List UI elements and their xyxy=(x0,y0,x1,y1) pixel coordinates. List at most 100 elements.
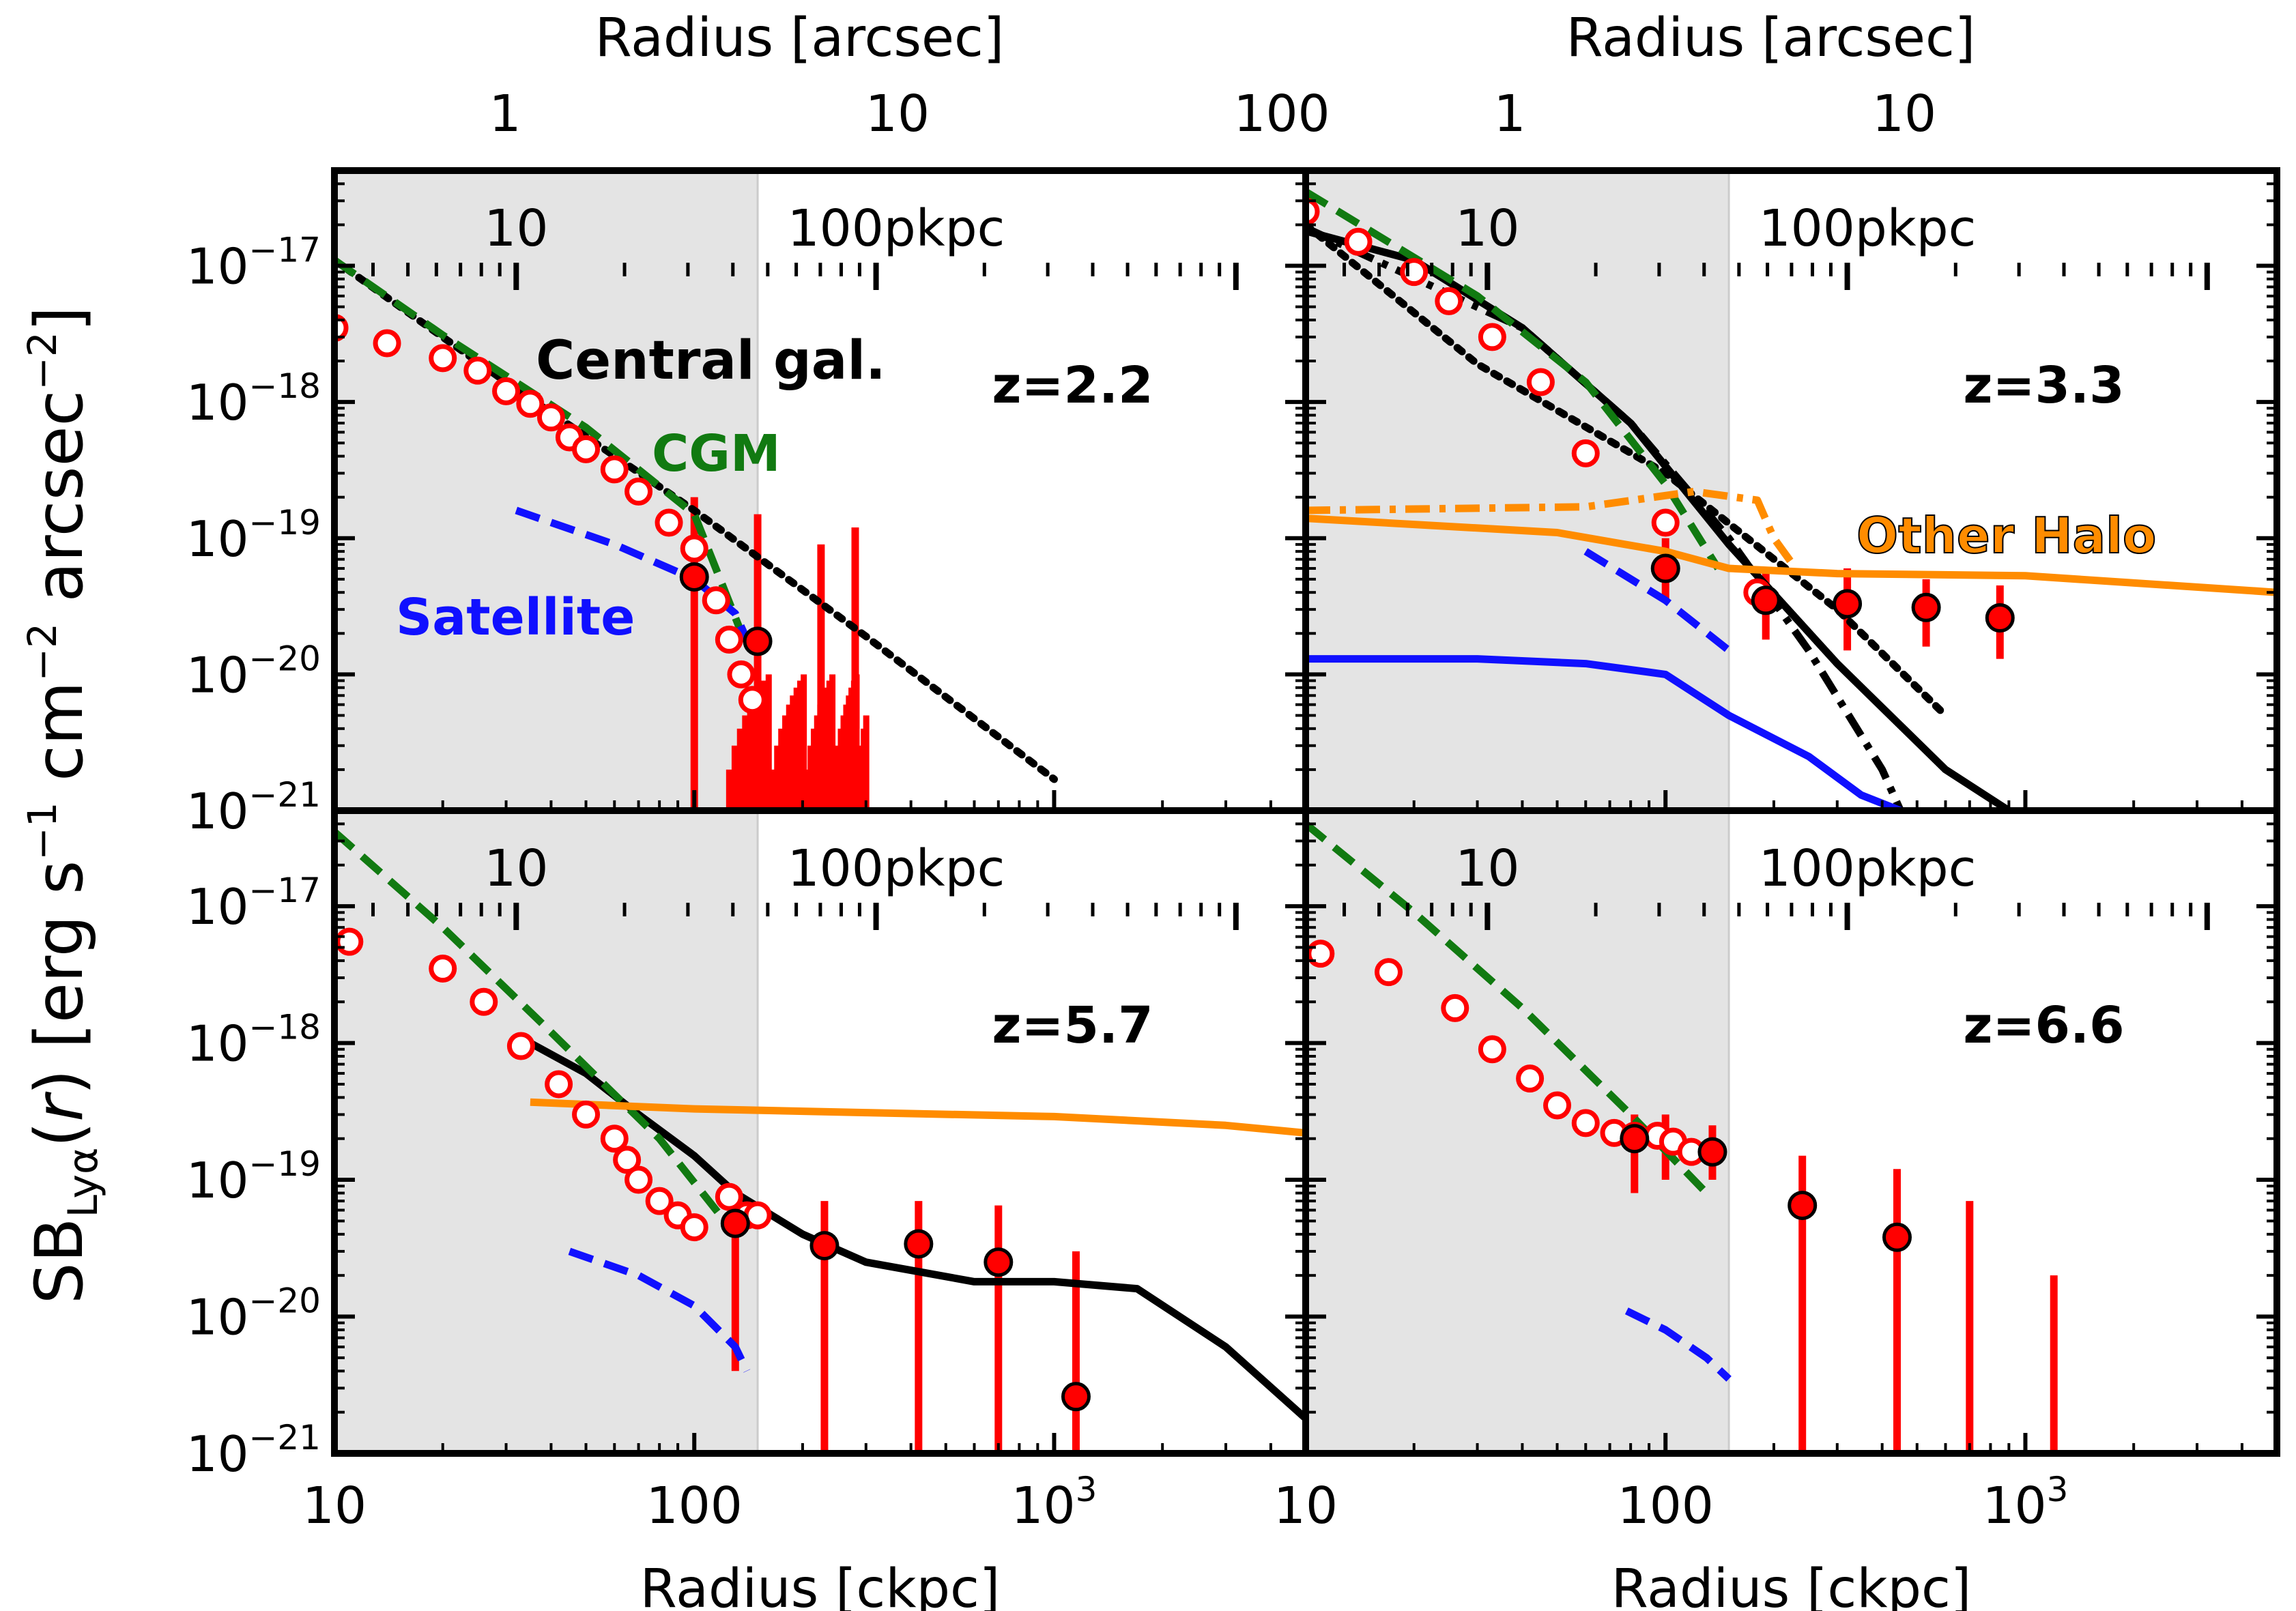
y-tick-label: 10−20 xyxy=(186,1281,321,1346)
x-axis-label: Radius [ckpc] xyxy=(640,1558,1001,1611)
top-tick-label: 10 xyxy=(1872,85,1936,143)
shaded-region xyxy=(1306,171,1730,811)
data-point-open xyxy=(715,1182,743,1211)
pkpc-label-100: 100pkpc xyxy=(1759,199,1977,258)
y-label-open: ( xyxy=(21,1122,98,1147)
plot-area xyxy=(334,828,1306,1453)
y-label-sub: Lyα xyxy=(59,1147,107,1217)
data-point-filled xyxy=(1751,585,1781,615)
data-point-open xyxy=(463,356,492,385)
data-point-filled xyxy=(984,1247,1014,1277)
data-point-open xyxy=(545,1070,573,1099)
data-point-open xyxy=(1516,1064,1545,1093)
annotation-satellite: Satellite xyxy=(396,588,635,647)
y-label-exp3: −2 xyxy=(19,332,66,390)
data-point-open xyxy=(1441,993,1469,1022)
data-point-open xyxy=(727,660,756,688)
series-line xyxy=(1306,514,2277,596)
redshift-label: z=5.7 xyxy=(992,996,1153,1055)
series-line xyxy=(334,256,1058,783)
panel-z5-7: 10 100pkpcz=5.710−1710−1810−1910−2010−211… xyxy=(186,807,1309,1611)
series-line xyxy=(1306,487,1799,571)
series-line xyxy=(1306,224,1904,811)
data-point-open xyxy=(645,1187,674,1215)
data-point-open xyxy=(1571,439,1600,467)
y-label-cm: cm xyxy=(21,682,98,802)
pkpc-label-10: 10 xyxy=(1455,199,1519,258)
x-tick-label: 10 xyxy=(302,1477,367,1535)
data-point-open xyxy=(1375,958,1403,987)
y-label-r: r xyxy=(21,1091,98,1122)
data-point-open xyxy=(335,927,364,956)
data-point-filled xyxy=(809,1231,840,1261)
data-point-open xyxy=(715,625,743,654)
top-axis-label: Radius [arcsec] xyxy=(1566,8,1976,69)
data-point-open xyxy=(1435,287,1463,315)
y-axis-label: SBLyα(r) [erg s−1 cm−2 arcsec−2] xyxy=(19,306,107,1305)
pkpc-label-100: 100pkpc xyxy=(788,199,1005,258)
y-tick-label: 10−21 xyxy=(186,775,321,840)
annotation-central-gal: Central gal. xyxy=(536,330,886,392)
annotation-cgm: CGM xyxy=(652,424,781,483)
annotation-other-halo: Other Halo xyxy=(1856,507,2156,564)
data-point-open xyxy=(655,508,683,537)
data-point-open xyxy=(625,477,653,506)
y-label-sb: SB xyxy=(21,1217,98,1304)
data-point-open xyxy=(1400,258,1429,287)
data-point-open xyxy=(1344,227,1373,256)
data-point-open xyxy=(738,686,766,714)
data-point-open xyxy=(680,1213,708,1242)
y-label-rest: ) [erg s xyxy=(21,860,98,1095)
redshift-label: z=2.2 xyxy=(992,356,1153,415)
data-point-open xyxy=(600,1124,629,1153)
data-point-filled xyxy=(1788,1191,1818,1221)
top-tick-label: 100 xyxy=(1233,85,1330,143)
panel-frame xyxy=(1302,807,2280,1457)
top-tick-label: 1 xyxy=(1493,85,1525,143)
pkpc-label-10: 10 xyxy=(1455,839,1519,898)
redshift-label: z=6.6 xyxy=(1963,996,2124,1055)
y-label-close: ] xyxy=(21,306,98,332)
data-point-open xyxy=(702,586,730,615)
data-point-open xyxy=(600,455,629,484)
data-point-open xyxy=(1571,1109,1600,1137)
series-line xyxy=(1624,1307,1732,1382)
data-point-filled xyxy=(743,626,773,656)
data-point-open xyxy=(572,435,601,463)
x-tick-label: 103 xyxy=(1011,1470,1097,1535)
data-point-open xyxy=(1478,323,1506,351)
plot-area xyxy=(1306,821,2058,1453)
top-axis-label: Radius [arcsec] xyxy=(595,8,1005,69)
y-tick-label: 10−17 xyxy=(186,871,321,935)
shaded-region xyxy=(334,171,758,811)
data-point-open xyxy=(625,1165,653,1194)
data-point-open xyxy=(516,390,545,418)
data-point-open xyxy=(613,1146,642,1174)
data-point-open xyxy=(1651,508,1680,537)
y-tick-label: 10−18 xyxy=(186,366,321,431)
y-tick-label: 10−19 xyxy=(186,503,321,568)
redshift-label: z=3.3 xyxy=(1963,356,2124,415)
series-line xyxy=(1306,220,1949,719)
data-point-filled xyxy=(720,1208,750,1238)
series-line xyxy=(1306,655,1902,811)
data-point-open xyxy=(572,1100,601,1129)
data-point-open xyxy=(1543,1091,1572,1120)
x-tick-label: 103 xyxy=(1982,1470,2068,1535)
data-point-open xyxy=(1478,1035,1506,1064)
plot-area xyxy=(334,256,1058,811)
data-point-filled xyxy=(904,1229,934,1259)
panel-z2-2: 10 100pkpc z=2.2 10−17 10−18 10−19 10−20 10−21 R… xyxy=(186,8,1330,840)
data-point-open xyxy=(680,534,708,563)
data-point-open xyxy=(1526,368,1555,396)
series-line xyxy=(530,1098,1306,1137)
x-tick-label: 100 xyxy=(646,1477,743,1535)
data-point-open xyxy=(492,377,521,405)
top-tick-label: 1 xyxy=(489,85,521,143)
y-label-exp2: −2 xyxy=(19,623,66,682)
series-line xyxy=(334,828,738,1237)
y-tick-label: 10−18 xyxy=(186,1008,321,1073)
data-point-filled xyxy=(1985,603,2015,633)
